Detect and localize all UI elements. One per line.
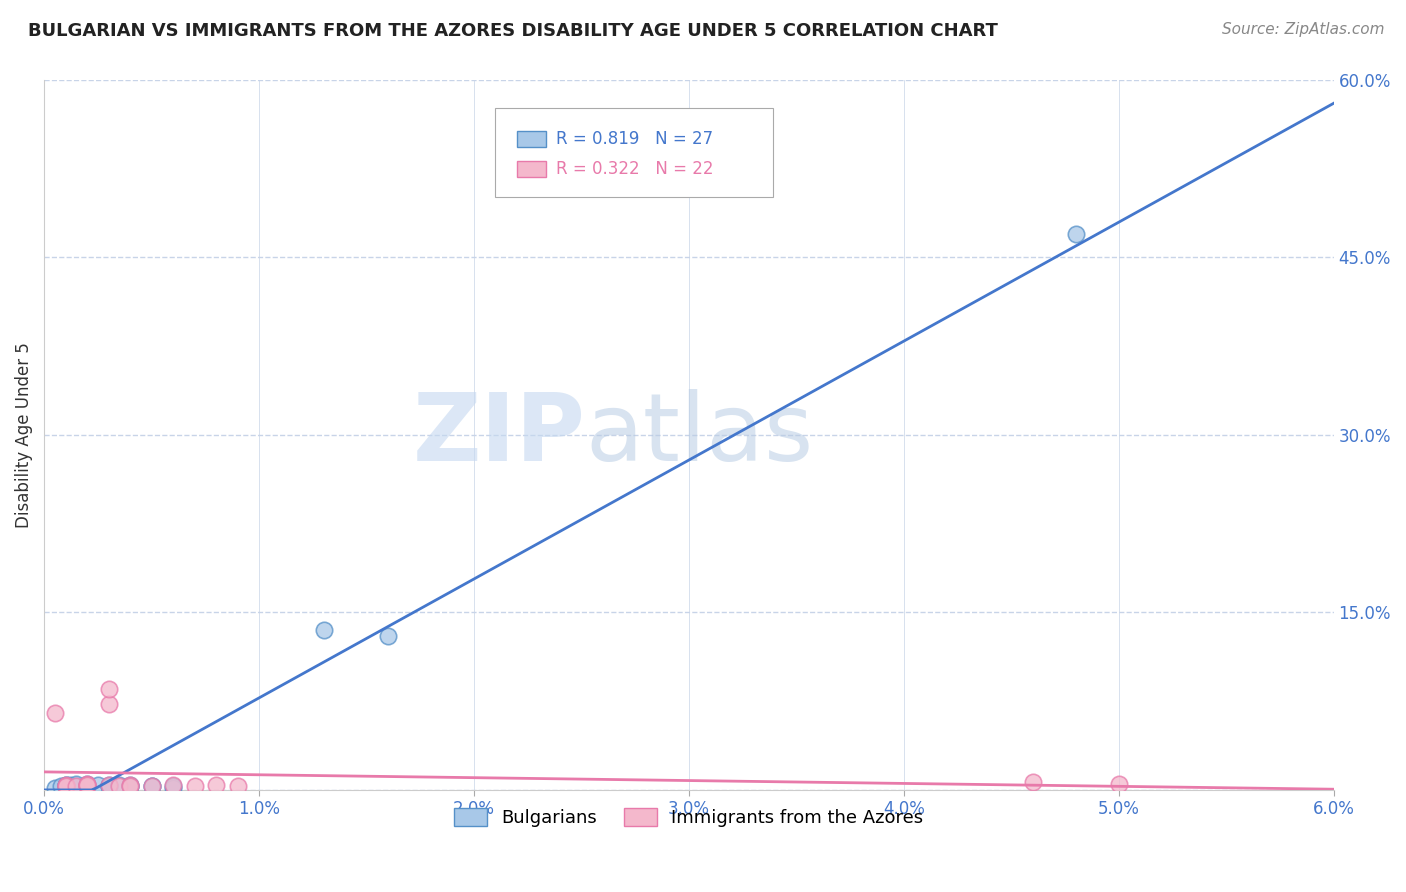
Point [97,778,120,792]
Point [76,777,98,791]
Point [76,777,98,791]
Point [55,778,77,792]
Point [97,780,120,794]
Point [76,778,98,792]
Point [44,706,66,720]
Point [120,780,142,794]
Text: atlas: atlas [586,389,814,481]
Point [141,780,163,794]
Text: BULGARIAN VS IMMIGRANTS FROM THE AZORES DISABILITY AGE UNDER 5 CORRELATION CHART: BULGARIAN VS IMMIGRANTS FROM THE AZORES … [28,22,998,40]
Legend: Bulgarians, Immigrants from the Azores: Bulgarians, Immigrants from the Azores [447,800,931,834]
Y-axis label: Disability Age Under 5: Disability Age Under 5 [15,342,32,528]
Point [65,780,87,794]
Point [76,780,98,794]
Point [65,780,87,794]
Point [205,778,228,792]
Point [76,780,98,794]
FancyBboxPatch shape [495,108,773,197]
Point [97,682,120,697]
Point [120,778,142,792]
Point [1064,227,1087,241]
Point [141,780,163,794]
Text: ZIP: ZIP [413,389,586,481]
Point [162,778,184,792]
Point [87,778,110,792]
FancyBboxPatch shape [517,161,546,177]
Point [55,780,77,794]
Point [120,780,142,794]
Point [108,778,131,792]
Point [59,778,82,792]
Point [76,778,98,792]
Point [141,780,163,794]
Point [162,780,184,795]
Point [1108,777,1130,791]
Point [97,697,120,711]
Point [55,778,77,792]
Point [1022,774,1045,789]
Point [120,778,142,792]
Point [97,780,120,794]
Point [226,780,249,794]
FancyBboxPatch shape [517,131,546,146]
Point [162,780,184,794]
Point [51,780,73,794]
Text: R = 0.322   N = 22: R = 0.322 N = 22 [555,160,714,178]
Point [97,778,120,792]
Point [183,780,205,794]
Point [120,780,142,794]
Text: R = 0.819   N = 27: R = 0.819 N = 27 [555,130,713,148]
Point [76,778,98,792]
Point [55,780,77,794]
Point [108,780,131,794]
Point [65,777,87,791]
Point [55,778,77,792]
Point [44,780,66,795]
Point [312,623,335,637]
Point [55,780,77,794]
Text: Source: ZipAtlas.com: Source: ZipAtlas.com [1222,22,1385,37]
Point [377,629,399,643]
Point [76,778,98,792]
